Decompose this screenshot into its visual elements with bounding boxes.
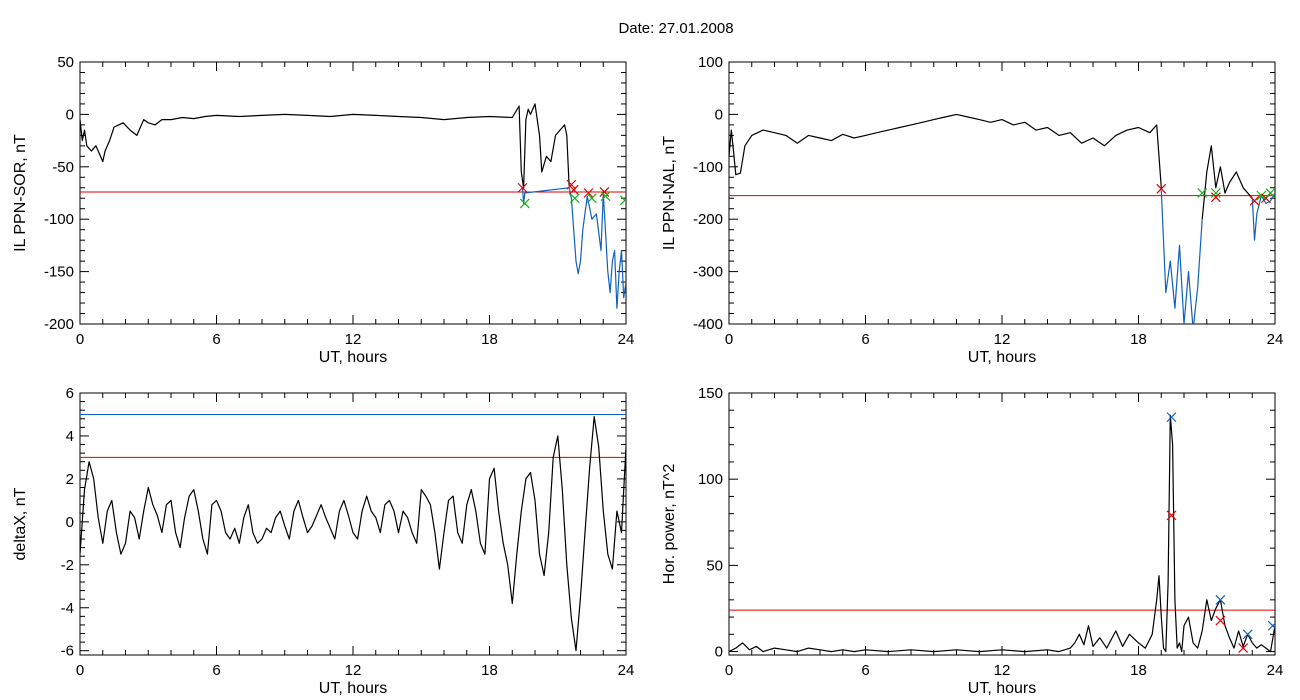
marker-red	[1238, 643, 1249, 654]
marker-red	[517, 182, 528, 193]
y-tick-label: -200	[693, 211, 723, 228]
marker-red	[1249, 195, 1260, 206]
x-tick-label: 24	[618, 331, 635, 348]
marker-green	[619, 195, 626, 206]
x-tick-label: 18	[481, 331, 498, 348]
marker-red	[566, 179, 577, 190]
series-line-black	[80, 416, 626, 652]
x-tick-label: 0	[725, 662, 733, 679]
panel-ppn-sor: 0 6 12 18 24 -200 -150 -100 -50 0 50 UT, hours IL PP…	[12, 54, 634, 366]
y-axis-title: Hor. power, nT^2	[661, 464, 678, 585]
y-tick-label: 100	[698, 54, 723, 71]
marker-green	[586, 193, 597, 204]
x-tick-label: 6	[861, 662, 869, 679]
x-tick-label: 24	[1267, 331, 1284, 348]
y-tick-label: 100	[698, 471, 723, 488]
y-tick-label: -400	[693, 316, 723, 333]
x-tick-label: 12	[994, 662, 1011, 679]
marker-green	[519, 198, 530, 209]
marker-green	[1197, 188, 1208, 198]
marker-blue	[1267, 620, 1275, 631]
x-tick-label: 24	[618, 662, 635, 679]
y-axis-title: IL PPN-NAL, nT	[661, 136, 678, 250]
y-tick-label: -100	[44, 211, 74, 228]
x-tick-label: 6	[212, 662, 220, 679]
plot-frame	[728, 392, 1276, 656]
x-tick-label: 0	[76, 331, 84, 348]
x-tick-label: 12	[994, 331, 1011, 348]
panel-hor-power: 0 6 12 18 24 0 50 100 150 UT, hours Hor. power, nT…	[661, 385, 1283, 697]
y-tick-label: -50	[52, 159, 74, 176]
x-axis-title: UT, hours	[319, 680, 387, 697]
x-tick-label: 6	[212, 331, 220, 348]
y-tick-label: 50	[706, 557, 723, 574]
x-tick-label: 18	[1130, 662, 1147, 679]
y-tick-label: -300	[693, 264, 723, 281]
y-tick-label: 0	[66, 106, 74, 123]
x-tick-label: 18	[481, 662, 498, 679]
figure-title: Date: 27.01.2008	[618, 20, 733, 37]
marker-blue	[1242, 629, 1253, 640]
marker-red	[1156, 183, 1167, 194]
y-tick-label: -200	[44, 316, 74, 333]
marker-red	[1210, 192, 1221, 203]
marker-green	[1265, 188, 1275, 198]
marker-blue	[1166, 412, 1177, 423]
marker-red	[583, 188, 594, 198]
marker-green	[1256, 190, 1267, 201]
x-tick-label: 12	[345, 662, 362, 679]
x-tick-label: 18	[1130, 331, 1147, 348]
plot-area	[80, 413, 626, 652]
plot-frame	[79, 61, 627, 325]
marker-green	[569, 193, 580, 204]
y-tick-label: -4	[61, 600, 74, 617]
y-tick-label: -100	[693, 159, 723, 176]
marker-green	[1210, 188, 1221, 198]
x-tick-label: 0	[725, 331, 733, 348]
y-tick-label: 2	[66, 471, 74, 488]
marker-blue	[1215, 594, 1226, 605]
y-axis-title: IL PPN-SOR, nT	[12, 134, 29, 252]
series-line-black	[80, 103, 570, 189]
y-tick-label: 0	[66, 514, 74, 531]
series-line-blue	[1160, 190, 1203, 324]
marker-green	[600, 191, 611, 202]
x-tick-label: 6	[861, 331, 869, 348]
plot-frame	[79, 392, 627, 656]
y-tick-label: 150	[698, 385, 723, 402]
marker-red	[1215, 615, 1226, 626]
x-axis-title: UT, hours	[968, 680, 1036, 697]
y-tick-label: 6	[66, 385, 74, 402]
y-axis-title: deltaX, nT	[12, 487, 29, 560]
y-tick-label: 0	[715, 644, 723, 661]
y-tick-label: 50	[57, 54, 74, 71]
y-tick-label: -6	[61, 643, 74, 660]
plot-area	[80, 103, 626, 309]
x-tick-label: 12	[345, 331, 362, 348]
plot-area	[729, 113, 1275, 324]
series-line-black	[1201, 145, 1253, 220]
x-axis-title: UT, hours	[319, 349, 387, 366]
panel-ppn-nal: 0 6 12 18 24 -400 -300 -200 -100 0 100 UT, hours IL …	[661, 54, 1283, 366]
marker-red	[1166, 510, 1177, 521]
marker-red	[568, 184, 579, 195]
plot-area	[729, 412, 1275, 654]
x-tick-label: 24	[1267, 662, 1284, 679]
x-axis-title: UT, hours	[968, 349, 1036, 366]
y-tick-label: 4	[66, 428, 74, 445]
series-line-black	[729, 414, 1275, 653]
series-line-blue	[521, 187, 626, 309]
y-tick-label: 0	[715, 106, 723, 123]
y-tick-label: -150	[44, 264, 74, 281]
plot-frame	[728, 61, 1276, 325]
x-tick-label: 0	[76, 662, 84, 679]
series-line-black	[729, 113, 1162, 188]
y-tick-label: -2	[61, 557, 74, 574]
